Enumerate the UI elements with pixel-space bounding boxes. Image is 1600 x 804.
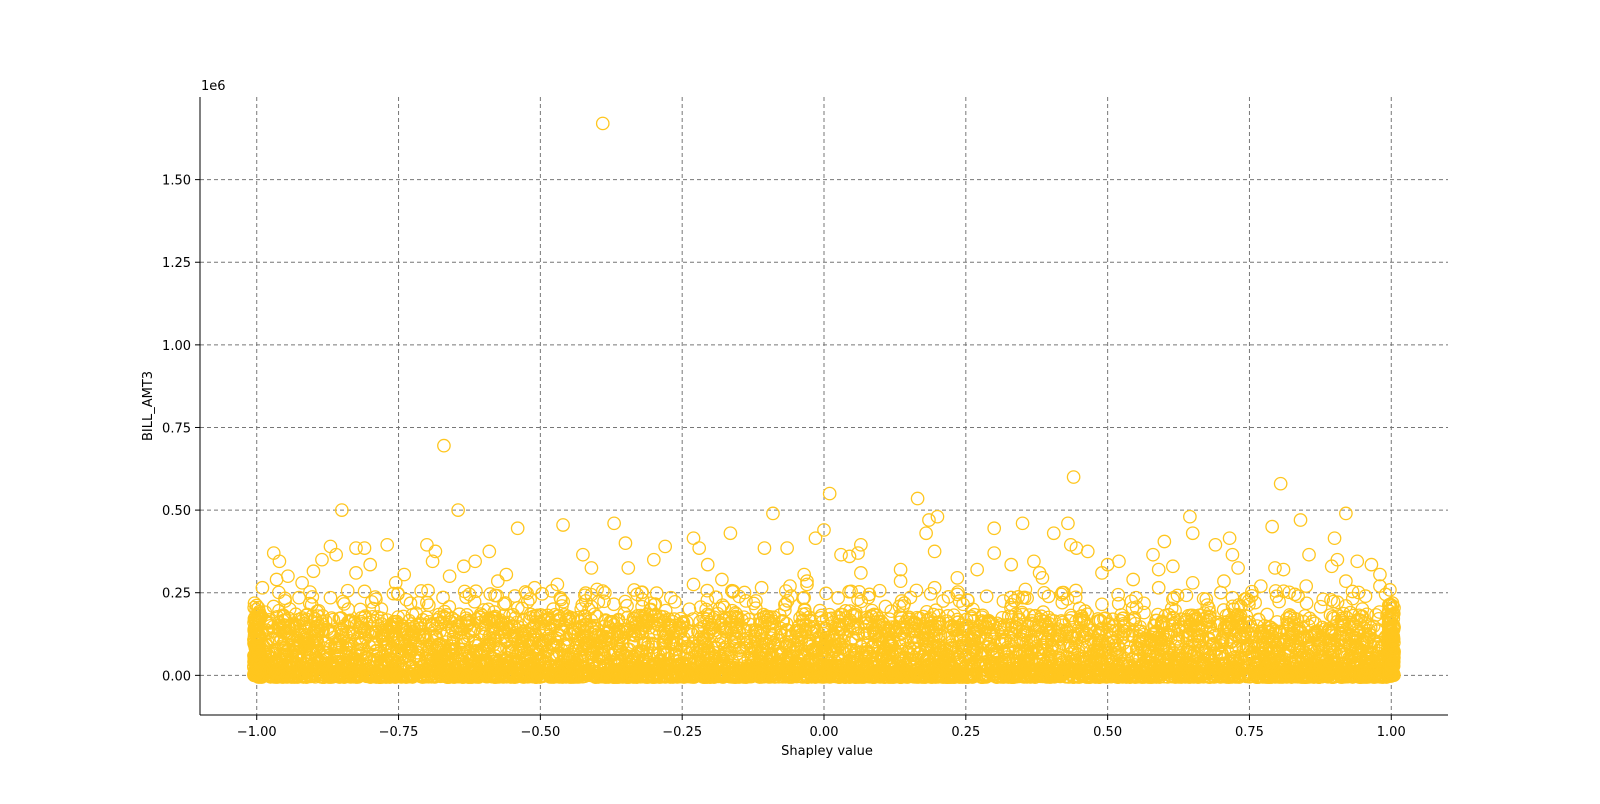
scatter-point xyxy=(767,507,779,519)
scatter-point xyxy=(1340,507,1352,519)
scatter-point xyxy=(1187,577,1199,589)
scatter-point xyxy=(1113,555,1125,567)
scatter-point xyxy=(458,560,470,572)
scatter-point xyxy=(268,547,280,559)
scatter-point xyxy=(988,522,1000,534)
scatter-point xyxy=(1218,575,1230,587)
scatter-point xyxy=(324,540,336,552)
scatter-point xyxy=(1082,545,1094,557)
scatter-point xyxy=(500,568,512,580)
scatter-point xyxy=(835,549,847,561)
scatter-point xyxy=(1147,549,1159,561)
scatter-point xyxy=(1152,582,1164,594)
scatter-point xyxy=(855,567,867,579)
scatter-point xyxy=(350,567,362,579)
scatter-point xyxy=(1226,549,1238,561)
scatter-point xyxy=(1351,555,1363,567)
scatter-point xyxy=(443,570,455,582)
scatter-point xyxy=(1303,549,1315,561)
scatter-point xyxy=(577,549,589,561)
scatter-point xyxy=(1152,563,1164,575)
scatter-point xyxy=(1223,532,1235,544)
scatter-point xyxy=(951,572,963,584)
scatter-point xyxy=(920,527,932,539)
scatter-point xyxy=(608,517,620,529)
scatter-point xyxy=(716,573,728,585)
scatter-point xyxy=(1096,567,1108,579)
scatter-point xyxy=(781,542,793,554)
scatter-point xyxy=(894,563,906,575)
scatter-point xyxy=(911,492,923,504)
scatter-point xyxy=(659,540,671,552)
scatter-point xyxy=(1184,511,1196,523)
scatter-point xyxy=(755,582,767,594)
scatter-point xyxy=(809,532,821,544)
scatter-point xyxy=(724,527,736,539)
scatter-point xyxy=(619,537,631,549)
scatter-point xyxy=(1062,517,1074,529)
scatter-point xyxy=(381,539,393,551)
scatter-point xyxy=(1187,527,1199,539)
scatter-point xyxy=(324,591,336,603)
scatter-point xyxy=(894,575,906,587)
scatter-point xyxy=(1277,563,1289,575)
scatter-point xyxy=(687,578,699,590)
scatter-point xyxy=(1048,527,1060,539)
scatter-point xyxy=(492,575,504,587)
scatter-point xyxy=(358,542,370,554)
scatter-point xyxy=(1328,532,1340,544)
scatter-point xyxy=(364,558,376,570)
scatter-point xyxy=(1294,514,1306,526)
scatter-point xyxy=(469,555,481,567)
scatter-point xyxy=(256,582,268,594)
scatter-point xyxy=(585,562,597,574)
scatter-point xyxy=(622,562,634,574)
scatter-point xyxy=(273,555,285,567)
scatter-point xyxy=(1274,477,1286,489)
scatter-point xyxy=(511,522,523,534)
scatter-point xyxy=(557,519,569,531)
scatter-point xyxy=(1374,568,1386,580)
scatter-point xyxy=(421,539,433,551)
scatter-point xyxy=(923,514,935,526)
scatter-point xyxy=(1016,517,1028,529)
scatter-point xyxy=(758,542,770,554)
scatter-point xyxy=(928,545,940,557)
scatter-point xyxy=(931,511,943,523)
scatter-point xyxy=(702,558,714,570)
scatter-point xyxy=(282,570,294,582)
scatter-point xyxy=(823,487,835,499)
scatter-point xyxy=(1158,535,1170,547)
scatter-point xyxy=(597,117,609,129)
scatter-point xyxy=(852,547,864,559)
scatter-point xyxy=(1365,558,1377,570)
scatter-point xyxy=(307,565,319,577)
scatter-point xyxy=(1232,562,1244,574)
scatter-point xyxy=(1005,558,1017,570)
scatter-point xyxy=(988,547,1000,559)
scatter-point xyxy=(1255,580,1267,592)
scatter-point xyxy=(1167,560,1179,572)
scatter-point xyxy=(971,563,983,575)
scatter-point xyxy=(270,573,282,585)
scatter-point xyxy=(1067,471,1079,483)
scatter-point xyxy=(648,553,660,565)
scatter-point xyxy=(1127,573,1139,585)
scatter-point xyxy=(438,439,450,451)
scatter-point xyxy=(693,542,705,554)
scatter-point xyxy=(316,553,328,565)
scatter-point xyxy=(1266,520,1278,532)
scatter-point xyxy=(1028,555,1040,567)
scatter-point xyxy=(855,539,867,551)
scatter-point xyxy=(330,549,342,561)
scatter-point xyxy=(843,550,855,562)
scatter-point xyxy=(1096,598,1108,610)
scatter-point xyxy=(1269,562,1281,574)
scatter-point xyxy=(1209,539,1221,551)
scatter-point xyxy=(483,545,495,557)
